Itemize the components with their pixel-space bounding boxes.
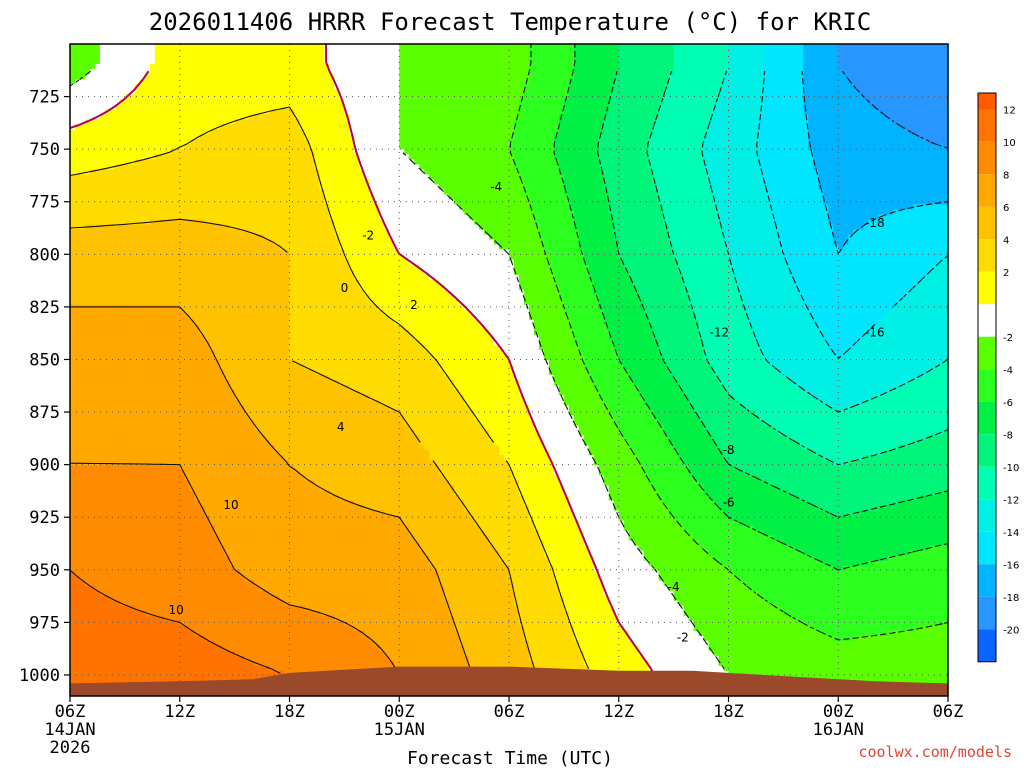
x-date-label: 16JAN bbox=[813, 720, 864, 740]
colorbar-tick-label: 2 bbox=[1003, 268, 1009, 279]
isotherm-minus14 bbox=[756, 71, 948, 359]
y-tick-label: 850 bbox=[29, 350, 60, 370]
isotherm-minus12 bbox=[701, 71, 948, 413]
colorbar-swatch bbox=[978, 206, 996, 240]
y-tick-label: 1000 bbox=[19, 666, 60, 686]
x-tick-label: 00Z bbox=[384, 702, 415, 722]
colorbar-swatch bbox=[978, 141, 996, 175]
colorbar-tick-label: 8 bbox=[1003, 170, 1009, 181]
contour-label: 0 bbox=[341, 281, 349, 295]
isotherm-0 bbox=[70, 44, 657, 696]
colorbar-tick-label: -10 bbox=[1003, 463, 1019, 474]
contour-label: -18 bbox=[865, 216, 885, 230]
x-tick-label: 12Z bbox=[164, 702, 195, 722]
y-tick-label: 975 bbox=[29, 613, 60, 633]
y-axis: 725 750 775 800 825 850 875 900 925 950 975 1000 bbox=[19, 88, 70, 686]
x-tick-label: 18Z bbox=[713, 702, 744, 722]
isotherm-6 bbox=[70, 306, 471, 669]
colorbar-tick-label: -8 bbox=[1003, 430, 1013, 441]
colorbar-swatch bbox=[978, 531, 996, 565]
contour-label: -2 bbox=[362, 229, 374, 243]
colorbar-tick-label: -4 bbox=[1003, 365, 1013, 376]
isotherm-4 bbox=[70, 218, 536, 669]
colorbar-swatch bbox=[978, 369, 996, 402]
credit-text: coolwx.com/models bbox=[858, 743, 1012, 761]
colorbar-tick-label: -12 bbox=[1003, 495, 1019, 506]
contour-label: -12 bbox=[710, 325, 730, 339]
y-tick-label: 800 bbox=[29, 245, 60, 265]
colorbar-swatch bbox=[978, 336, 996, 370]
x-tick-label: 06Z bbox=[55, 702, 86, 722]
colorbar-swatch bbox=[978, 499, 996, 532]
y-tick-label: 750 bbox=[29, 140, 60, 160]
y-tick-label: 725 bbox=[29, 88, 60, 108]
isotherm-10 bbox=[70, 569, 281, 674]
chart-title: 2026011406 HRRR Forecast Temperature (°C… bbox=[149, 8, 871, 36]
x-axis-title: Forecast Time (UTC) bbox=[407, 748, 613, 768]
contour-label: -16 bbox=[865, 325, 885, 339]
contour-label: 2 bbox=[410, 298, 418, 312]
contour-label: -4 bbox=[668, 580, 680, 594]
colorbar-swatch bbox=[978, 271, 996, 305]
colorbar-tick-label: 6 bbox=[1003, 203, 1009, 214]
colorbar-swatch bbox=[978, 239, 996, 272]
plot-area: -2 -4 0 2 4 10 10 -12 -8 -6 -4 -2 -18 -16 bbox=[69, 43, 949, 697]
isotherm-minus8 bbox=[597, 71, 948, 518]
contour-label: -4 bbox=[490, 180, 502, 194]
contour-label: -2 bbox=[677, 630, 689, 644]
x-date-label: 14JAN bbox=[44, 720, 95, 740]
colorbar-swatch bbox=[978, 304, 996, 337]
colorbar-tick-label: -16 bbox=[1003, 560, 1019, 571]
colorbar-tick-label: 4 bbox=[1003, 235, 1009, 246]
colorbar-legend: 12 10 8 6 4 2 -2 -4 -6 -8 -10 -12 -14 -16 -18 -20 bbox=[977, 92, 1019, 663]
isotherm-minus2 bbox=[70, 70, 725, 670]
colorbar-tick-label: 12 bbox=[1003, 105, 1016, 116]
colorbar-swatch bbox=[978, 629, 996, 662]
colorbar-swatch bbox=[978, 174, 996, 207]
colorbar-swatch bbox=[978, 596, 996, 630]
isotherm-minus10 bbox=[646, 71, 948, 466]
colorbar-tick-label: -20 bbox=[1003, 625, 1019, 636]
colorbar-swatch bbox=[978, 401, 996, 435]
isotherm-8 bbox=[70, 462, 397, 670]
y-tick-label: 925 bbox=[29, 508, 60, 528]
colorbar-tick-label: -14 bbox=[1003, 528, 1019, 539]
contour-label: 10 bbox=[223, 498, 238, 512]
colorbar-tick-label: 10 bbox=[1003, 138, 1016, 149]
x-tick-label: 06Z bbox=[494, 702, 525, 722]
x-tick-label: 06Z bbox=[933, 702, 964, 722]
isotherm-minus18 bbox=[841, 70, 948, 149]
colorbar-swatch bbox=[978, 434, 996, 467]
contour-label: -6 bbox=[723, 496, 735, 510]
y-tick-label: 875 bbox=[29, 403, 60, 423]
y-tick-label: 825 bbox=[29, 298, 60, 318]
y-tick-label: 950 bbox=[29, 561, 60, 581]
isotherm-minus6 bbox=[553, 44, 948, 571]
colorbar-swatch bbox=[978, 564, 996, 597]
contour-label: 10 bbox=[168, 603, 183, 617]
ground-terrain bbox=[70, 666, 948, 696]
colorbar-tick-label: -6 bbox=[1003, 398, 1013, 409]
colorbar-tick-label: -2 bbox=[1003, 333, 1013, 344]
x-year-label: 2026 bbox=[50, 738, 91, 758]
x-date-label: 15JAN bbox=[374, 720, 425, 740]
isotherm-minus4 bbox=[509, 44, 948, 641]
colorbar-swatch bbox=[978, 109, 996, 142]
contour-label: -8 bbox=[723, 443, 735, 457]
x-tick-label: 18Z bbox=[274, 702, 305, 722]
x-tick-label: 12Z bbox=[603, 702, 634, 722]
colorbar-swatch bbox=[978, 466, 996, 500]
x-tick-label: 00Z bbox=[823, 702, 854, 722]
colorbar-tick-label: -18 bbox=[1003, 593, 1019, 604]
isotherm-minus16 bbox=[801, 71, 948, 254]
y-tick-label: 775 bbox=[29, 193, 60, 213]
isotherm-2 bbox=[70, 106, 590, 670]
y-tick-label: 900 bbox=[29, 456, 60, 476]
contour-label: 4 bbox=[337, 420, 345, 434]
